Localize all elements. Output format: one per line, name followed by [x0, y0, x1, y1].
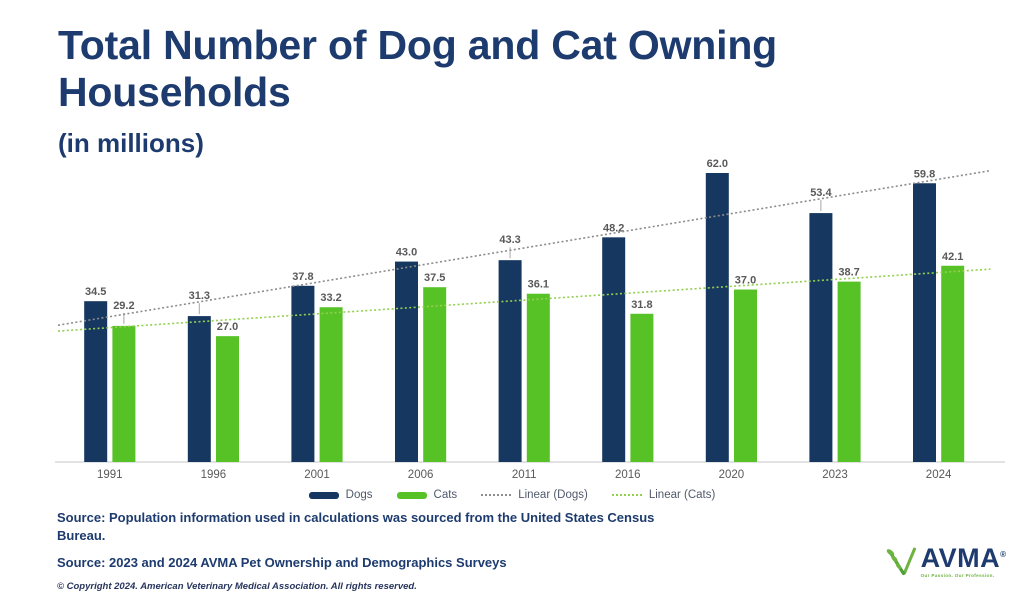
bar-dogs-2001 [291, 285, 315, 462]
trendline-cats [57, 268, 991, 332]
value-label-cats-2001: 33.2 [320, 292, 341, 304]
bar-cats-2023 [837, 281, 861, 462]
bar-dogs-1996 [187, 316, 211, 462]
value-label-dogs-2011: 43.3 [499, 234, 520, 246]
page-subtitle: (in millions) [58, 128, 204, 158]
bar-dogs-2016 [602, 237, 626, 462]
bar-cats-2001 [319, 307, 343, 462]
value-label-cats-1991: 29.2 [113, 300, 134, 312]
avma-wordmark-text: AVMA [920, 543, 1001, 573]
bar-cats-2024 [941, 265, 965, 462]
bar-cats-2020 [734, 289, 757, 462]
value-label-dogs-2020: 62.0 [707, 158, 728, 170]
value-label-cats-2020: 37.0 [735, 275, 756, 287]
chart-legend: Dogs Cats Linear (Dogs) Linear (Cats) [0, 489, 1024, 501]
source-census-note: Source: Population information used in c… [57, 510, 655, 543]
value-label-cats-2006: 37.5 [424, 272, 445, 284]
bar-dogs-2011 [498, 260, 522, 462]
legend-label: Dogs [345, 489, 373, 501]
legend-dotted-line-icon [611, 494, 642, 496]
value-label-cats-2024: 42.1 [942, 251, 963, 263]
legend-label: Cats [433, 489, 458, 501]
x-axis-label-2016: 2016 [615, 469, 641, 481]
page-title: Total Number of Dog and Cat Owning House… [58, 22, 778, 116]
x-axis-label-2020: 2020 [719, 469, 745, 481]
value-label-dogs-2024: 59.8 [914, 168, 935, 180]
registered-trademark-mark: ® [1000, 550, 1006, 559]
source-notes: Source: Population information used in c… [57, 509, 687, 592]
value-label-cats-2023: 38.7 [838, 267, 859, 279]
value-label-dogs-1991: 34.5 [85, 286, 106, 298]
avma-wordmark: AVMA® [921, 545, 1006, 572]
value-label-cats-1996: 27.0 [217, 321, 238, 333]
x-axis-label-1991: 1991 [97, 469, 123, 481]
bar-dogs-2024 [913, 183, 936, 463]
value-label-dogs-2006: 43.0 [396, 247, 417, 259]
legend-bar-swatch-icon [308, 491, 339, 499]
copyright-note: © Copyright 2024. American Veterinary Me… [57, 580, 417, 592]
x-axis-label-2023: 2023 [822, 469, 848, 481]
legend-item-linear-cats: Linear (Cats) [611, 489, 716, 501]
x-axis-label-2006: 2006 [408, 469, 434, 481]
trendline-dogs [57, 169, 991, 327]
legend-item-linear-dogs: Linear (Dogs) [481, 489, 588, 501]
value-label-cats-2011: 36.1 [528, 279, 549, 291]
bar-dogs-1991 [84, 301, 108, 462]
bar-dogs-2020 [705, 173, 729, 462]
bar-cats-1996 [216, 336, 239, 462]
legend-label: Linear (Cats) [648, 489, 716, 501]
x-axis-label-2024: 2024 [926, 469, 952, 481]
legend-item-cats: Cats [396, 489, 458, 501]
value-label-dogs-1996: 31.3 [189, 290, 210, 302]
legend-label: Linear (Dogs) [518, 489, 588, 501]
bar-cats-1991 [112, 325, 136, 462]
legend-dotted-line-icon [481, 494, 512, 496]
value-label-dogs-2023: 53.4 [810, 187, 832, 199]
value-label-dogs-2001: 37.8 [292, 271, 313, 283]
bar-dogs-2023 [809, 213, 833, 462]
bar-cats-2006 [423, 287, 447, 462]
bar-cats-2011 [526, 293, 550, 462]
legend-bar-swatch-icon [396, 491, 427, 499]
x-axis-label-2001: 2001 [304, 469, 330, 481]
x-axis-label-2011: 2011 [512, 469, 537, 481]
x-axis-label-1996: 1996 [201, 469, 227, 481]
avma-logo: AVMA® Our Passion. Our Profession. [884, 545, 1006, 578]
bar-cats-2016 [630, 313, 654, 462]
avma-leaf-icon [886, 547, 916, 575]
avma-tagline: Our Passion. Our Profession. [920, 573, 995, 578]
bar-chart: 34.5 31.3 37.8 43.0 43.3 48.2 62.0 53.4 59.8 29.2… [55, 158, 1005, 481]
bar-dogs-2006 [395, 261, 418, 462]
value-label-dogs-2016: 48.2 [603, 222, 624, 234]
value-label-cats-2016: 31.8 [631, 299, 652, 311]
legend-item-dogs: Dogs [308, 489, 373, 501]
source-avma-note: Source: 2023 and 2024 AVMA Pet Ownership… [57, 554, 507, 570]
